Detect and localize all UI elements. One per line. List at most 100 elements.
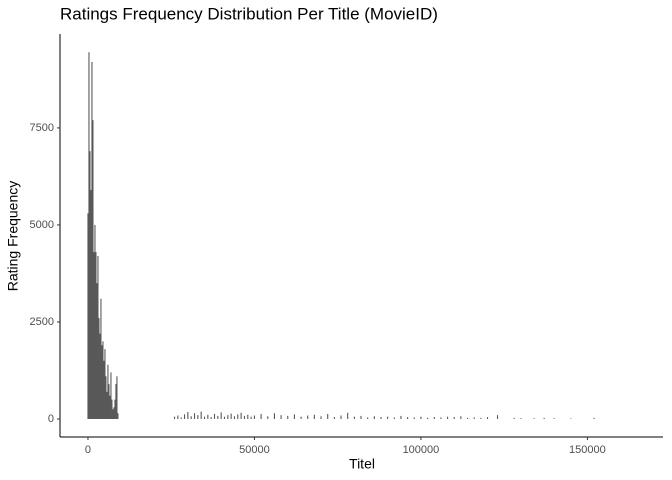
bar bbox=[287, 415, 289, 419]
bar bbox=[340, 415, 342, 419]
bar bbox=[111, 399, 113, 419]
bar bbox=[90, 190, 92, 419]
bar bbox=[250, 416, 252, 419]
bar bbox=[543, 417, 545, 419]
bar bbox=[116, 376, 118, 419]
bar bbox=[99, 333, 101, 419]
x-tick-label: 100000 bbox=[403, 444, 440, 456]
bar bbox=[210, 417, 212, 419]
bar bbox=[593, 417, 595, 419]
bar bbox=[197, 415, 199, 419]
bar bbox=[240, 412, 242, 419]
bar bbox=[440, 417, 442, 419]
bar bbox=[373, 416, 375, 419]
bar bbox=[387, 416, 389, 419]
bar bbox=[253, 415, 256, 419]
bar bbox=[460, 416, 462, 419]
x-axis-title: Titel bbox=[349, 456, 375, 472]
bar bbox=[480, 417, 482, 419]
bar bbox=[92, 120, 94, 419]
bar bbox=[320, 416, 322, 419]
bar bbox=[230, 413, 232, 419]
bar bbox=[87, 213, 89, 419]
chart-title: Ratings Frequency Distribution Per Title… bbox=[60, 4, 438, 23]
bar bbox=[213, 413, 216, 419]
bar bbox=[102, 341, 104, 419]
x-tick-label: 150000 bbox=[569, 444, 606, 456]
bar bbox=[220, 412, 222, 419]
x-tick-label: 50000 bbox=[239, 444, 270, 456]
bar bbox=[267, 416, 269, 419]
bar bbox=[360, 415, 362, 419]
bar bbox=[307, 415, 309, 419]
bar bbox=[117, 413, 119, 419]
bar bbox=[380, 417, 382, 419]
y-axis-title: Rating Frequency bbox=[5, 181, 21, 292]
bar bbox=[113, 407, 115, 419]
bar bbox=[466, 417, 469, 419]
bar bbox=[217, 415, 219, 419]
y-tick-label: 2500 bbox=[30, 316, 54, 328]
bar bbox=[453, 417, 455, 419]
y-tick-label: 0 bbox=[48, 413, 54, 425]
bar bbox=[109, 395, 111, 419]
bar bbox=[180, 417, 182, 419]
bar bbox=[243, 415, 246, 419]
bar bbox=[293, 414, 295, 419]
bar bbox=[347, 412, 349, 419]
bar bbox=[101, 345, 103, 419]
bar bbox=[106, 391, 108, 419]
bar bbox=[203, 416, 206, 419]
bar bbox=[300, 416, 302, 419]
bar bbox=[237, 414, 239, 419]
bar bbox=[110, 372, 112, 419]
bar bbox=[223, 416, 226, 419]
bar bbox=[108, 384, 110, 419]
bar bbox=[280, 415, 282, 419]
bar bbox=[97, 255, 99, 419]
bar bbox=[327, 413, 329, 419]
bar bbox=[190, 416, 192, 419]
bar bbox=[100, 298, 102, 419]
bar bbox=[313, 414, 315, 419]
x-tick-label: 0 bbox=[85, 444, 91, 456]
bar bbox=[420, 416, 422, 419]
bar bbox=[260, 413, 262, 419]
bar bbox=[496, 415, 499, 419]
bar bbox=[407, 417, 409, 419]
bar bbox=[91, 61, 93, 419]
bar bbox=[177, 415, 179, 419]
bar bbox=[400, 415, 402, 419]
bar bbox=[520, 418, 522, 419]
bar bbox=[427, 417, 429, 419]
bar bbox=[94, 224, 96, 419]
bar bbox=[114, 399, 116, 419]
bar bbox=[187, 412, 189, 419]
bar bbox=[98, 318, 100, 419]
bar bbox=[104, 349, 106, 419]
bar bbox=[105, 376, 107, 419]
bar bbox=[353, 416, 355, 419]
bar bbox=[513, 417, 515, 419]
bar bbox=[93, 252, 95, 419]
bar bbox=[227, 415, 229, 419]
bar bbox=[333, 417, 335, 419]
bar bbox=[273, 413, 275, 419]
bar bbox=[115, 384, 117, 419]
bar bbox=[89, 151, 91, 419]
bar bbox=[447, 416, 449, 419]
bar bbox=[473, 417, 475, 419]
bar bbox=[233, 416, 236, 419]
bar bbox=[88, 52, 90, 419]
bar bbox=[553, 418, 555, 419]
y-tick-label: 7500 bbox=[30, 122, 54, 134]
bar bbox=[183, 414, 186, 419]
bar bbox=[433, 417, 435, 419]
bar bbox=[247, 414, 249, 419]
bar bbox=[393, 417, 395, 419]
bar bbox=[200, 411, 202, 419]
bar bbox=[193, 413, 196, 419]
bar bbox=[367, 417, 369, 419]
bar bbox=[112, 409, 114, 419]
